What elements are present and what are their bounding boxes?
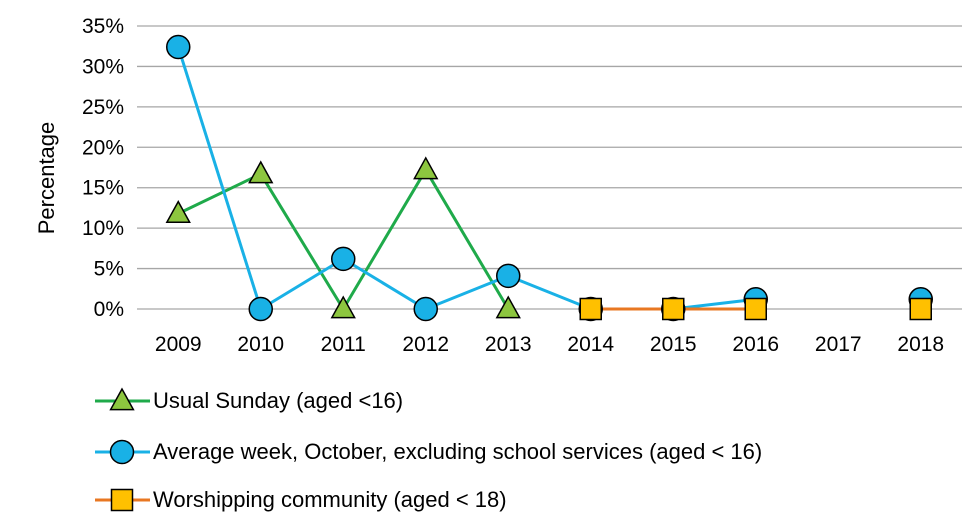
y-tick-label: 30% bbox=[82, 55, 124, 78]
y-axis-ticks: 0% 5% 10% 15% 20% 25% 30% 35% bbox=[82, 15, 124, 321]
x-tick-label: 2016 bbox=[732, 333, 779, 356]
series-line bbox=[177, 168, 510, 311]
data-point-marker bbox=[331, 246, 356, 272]
series-markers bbox=[165, 34, 933, 322]
y-axis-title: Percentage bbox=[34, 122, 59, 235]
legend-marker bbox=[109, 439, 135, 465]
y-tick-label: 35% bbox=[82, 15, 124, 38]
legend-entry: Usual Sunday (aged <16) bbox=[95, 387, 403, 413]
x-axis-ticks: 2009 2010 2011 2012 2013 2014 2015 2016 2017 2018 bbox=[155, 333, 944, 356]
x-tick-label: 2015 bbox=[650, 333, 697, 356]
x-tick-label: 2014 bbox=[567, 333, 614, 356]
data-point-marker bbox=[909, 297, 932, 321]
y-tick-label: 10% bbox=[82, 217, 124, 240]
legend-entry: Average week, October, excluding school … bbox=[95, 439, 762, 465]
data-point-marker bbox=[248, 296, 273, 322]
y-tick-label: 0% bbox=[94, 298, 124, 321]
legend-marker bbox=[109, 387, 135, 411]
data-point-marker bbox=[495, 295, 521, 319]
x-tick-label: 2009 bbox=[155, 333, 202, 356]
x-tick-label: 2017 bbox=[815, 333, 862, 356]
x-tick-label: 2013 bbox=[485, 333, 532, 356]
legend-marker bbox=[110, 488, 134, 512]
data-point-marker bbox=[579, 297, 602, 321]
x-tick-label: 2011 bbox=[321, 333, 366, 356]
legend-label: Usual Sunday (aged <16) bbox=[153, 388, 403, 413]
y-tick-label: 25% bbox=[82, 96, 124, 119]
y-tick-label: 15% bbox=[82, 177, 124, 200]
data-point-marker bbox=[248, 160, 274, 184]
legend-label: Worshipping community (aged < 18) bbox=[153, 487, 507, 512]
data-point-marker bbox=[413, 296, 438, 322]
x-tick-label: 2010 bbox=[237, 333, 284, 356]
data-point-marker bbox=[496, 263, 521, 289]
data-point-marker bbox=[166, 34, 191, 60]
x-tick-label: 2012 bbox=[402, 333, 449, 356]
data-point-marker bbox=[330, 295, 356, 319]
x-tick-label: 2018 bbox=[897, 333, 944, 356]
legend: Usual Sunday (aged <16) Average week, Oct… bbox=[95, 387, 762, 512]
legend-label: Average week, October, excluding school … bbox=[153, 439, 762, 464]
data-point-marker bbox=[413, 156, 439, 180]
data-point-marker bbox=[662, 297, 685, 321]
legend-entry: Worshipping community (aged < 18) bbox=[95, 487, 507, 512]
data-point-marker bbox=[744, 297, 767, 321]
y-tick-label: 20% bbox=[82, 136, 124, 159]
gridlines bbox=[137, 25, 962, 310]
y-tick-label: 5% bbox=[94, 258, 124, 281]
data-point-marker bbox=[165, 200, 191, 223]
